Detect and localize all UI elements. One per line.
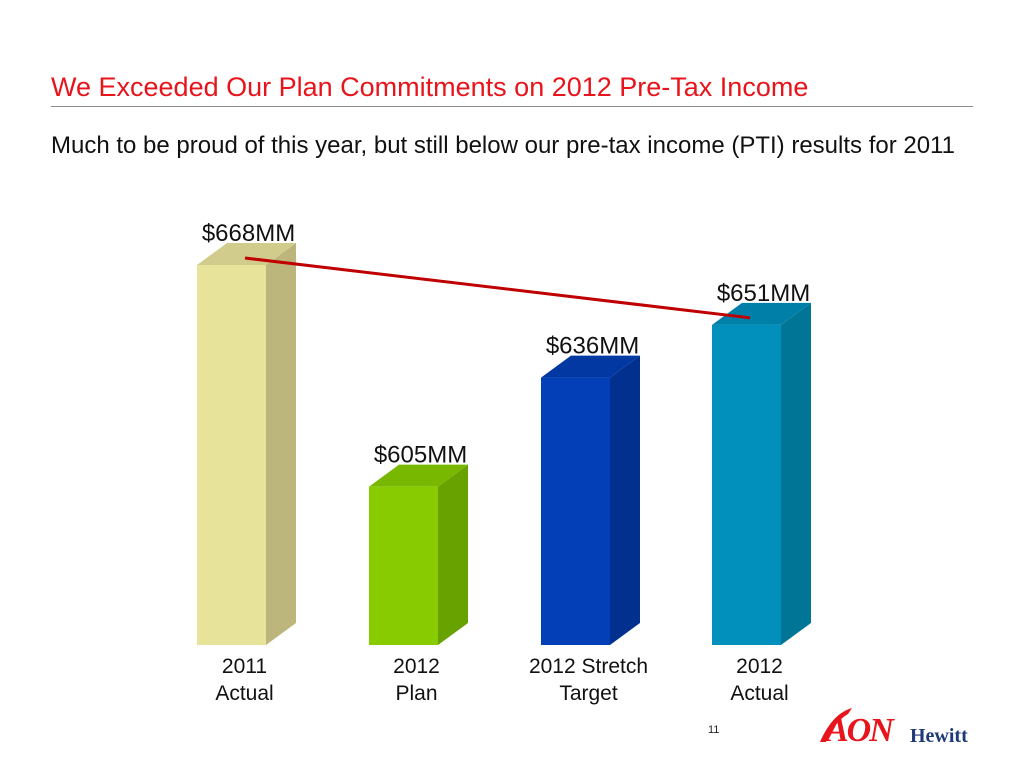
category-label-2012-actual-line-1: 2012 <box>736 655 783 678</box>
category-label-2012-stretch-target-line-1: 2012 Stretch <box>529 655 648 678</box>
logo-secondary-text: Hewitt <box>910 725 968 747</box>
aon-hewitt-logo: AON Hewitt <box>820 708 968 748</box>
bar-side-2012-stretch-target <box>610 355 640 645</box>
bar-side-2012-plan <box>438 464 468 645</box>
bar-2012-actual <box>712 324 781 645</box>
title-divider <box>51 106 973 107</box>
data-label-2012-actual: $651MM <box>717 280 810 307</box>
data-label-2011-actual: $668MM <box>202 220 295 247</box>
bar-top-2012-plan <box>369 464 468 487</box>
bar-side-2011-actual <box>266 243 296 645</box>
category-label-2012-actual-line-2: Actual <box>730 682 788 705</box>
category-label-2012-plan-line-1: 2012 <box>393 655 440 678</box>
category-label-2012-plan-line-2: Plan <box>395 682 437 705</box>
data-label-2012-plan: $605MM <box>374 442 467 469</box>
page-number: 11 <box>708 724 720 736</box>
trend-line <box>244 256 751 320</box>
slide-subtitle: Much to be proud of this year, but still… <box>51 132 955 159</box>
logo-primary-text: AON <box>824 712 895 748</box>
bar-2011-actual <box>197 265 266 645</box>
data-label-2012-stretch-target: $636MM <box>546 333 639 360</box>
bar-2012-stretch-target <box>541 377 610 645</box>
bar-side-2012-actual <box>781 302 811 645</box>
bar-top-2011-actual <box>197 243 296 265</box>
category-label-2011-actual-line-1: 2011 <box>222 655 267 678</box>
bar-top-2012-stretch-target <box>541 355 640 378</box>
bar-top-2012-actual <box>712 302 811 325</box>
category-label-2012-stretch-target-line-2: Target <box>559 682 618 705</box>
slide-title: We Exceeded Our Plan Commitments on 2012… <box>51 72 809 102</box>
bar-2012-plan <box>369 486 438 645</box>
logo-swoosh-icon <box>820 708 852 742</box>
category-label-2011-actual-line-2: Actual <box>215 682 273 705</box>
